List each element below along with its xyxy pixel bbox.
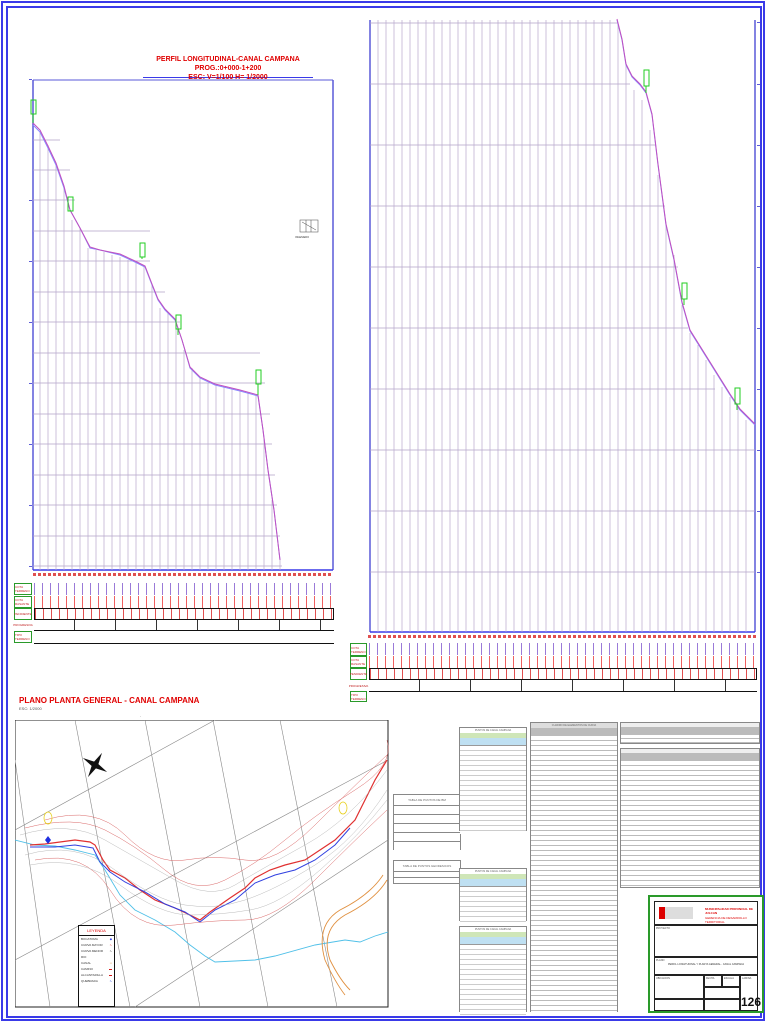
bm-points-table: TABLA DE PUNTOS DE BM <box>393 794 461 850</box>
curva-menor-icon: ∿ <box>109 949 112 953</box>
geodesic-table-title: TABLA DE PUNTOS GEODESICOS <box>394 861 460 872</box>
band-pendiente <box>34 608 334 620</box>
bm-table-title: TABLA DE PUNTOS DE BM <box>394 795 460 806</box>
legend-item-bocatoma: BOCATOMA ◆ <box>81 937 112 941</box>
band-cota-rasante <box>34 596 334 608</box>
band-2-progresiva <box>369 680 757 692</box>
band-2-cota-terreno <box>369 643 757 655</box>
title-block-location: UBICACION <box>654 975 704 999</box>
profile-2-stations-row <box>368 635 756 638</box>
canal-points-table-3: PUNTOS DE CANAL CAMPANA <box>459 926 527 1015</box>
plan-title: PLANO PLANTA GENERAL - CANAL CAMPANA <box>19 696 200 705</box>
canal-points-title-2: PUNTOS DE CANAL CAMPANA <box>474 870 512 873</box>
bocatoma-icon: ◆ <box>109 937 112 941</box>
legend-item-canal: CANAL ═ <box>81 961 112 965</box>
title-block: MUNICIPALIDAD PROVINCIAL DE JULCAN GEREN… <box>648 895 764 1013</box>
band-2-cota-rasante <box>369 656 757 668</box>
title-block-signature-right <box>704 999 740 1011</box>
ministry-logo <box>659 907 693 919</box>
canal-points-title-3: PUNTOS DE CANAL CAMPANA <box>474 928 512 931</box>
quebrada-icon: ∿ <box>109 979 112 983</box>
plan-scale: ESC: 1/2000 <box>19 706 42 711</box>
title-block-header: MUNICIPALIDAD PROVINCIAL DE JULCAN GEREN… <box>654 901 758 925</box>
summary-table-1 <box>620 722 760 744</box>
engineer-stamp-text: INGENIERO <box>295 236 309 239</box>
title-block-plan: PLANO PERFIL LONGITUDINAL Y PLANTA GENER… <box>654 957 758 975</box>
title-block-scale: ESCALA <box>722 975 740 987</box>
band-tipo-terreno <box>34 631 334 644</box>
legend-item-alcantarilla: ALCANTARILLA ▬ <box>81 973 112 977</box>
title-block-misc-1 <box>704 987 740 999</box>
band-label-tipo-terreno: TIPO TERRENO <box>14 631 32 643</box>
band-2-tipo-terreno <box>369 691 757 702</box>
plan-map: Northing <box>15 720 389 1008</box>
legend-item-rio: RIO <box>81 955 87 959</box>
alcantarilla-icon: ▬ <box>109 973 112 977</box>
legend-item-camino: CAMINO ▬ <box>81 967 112 971</box>
band-2-label-cota-rasante: COTA RASANTE <box>350 656 367 668</box>
profile-2-chart <box>369 18 760 633</box>
profile-1-chart: INGENIERO <box>29 79 334 571</box>
band-2-label-pendiente: PENDIENTE <box>350 668 367 680</box>
title-block-project: PROYECTO <box>654 925 758 957</box>
summary-table-2 <box>620 748 760 888</box>
title-block-date: FECHA <box>704 975 722 987</box>
profile-1-stations-row <box>33 573 333 576</box>
department-name: GERENCIA DE DESARROLLO TERRITORIAL <box>705 916 747 924</box>
geodesic-points-table: TABLA DE PUNTOS GEODESICOS <box>393 860 461 884</box>
band-label-cota-rasante: COTA RASANTE <box>14 596 32 608</box>
band-2-label-progresiva: PROGRESIVA <box>349 680 368 691</box>
curve-elements-table: CUADRO DE ELEMENTOS DE CURVA <box>530 722 618 1014</box>
canal-icon: ═ <box>109 961 112 965</box>
profile-1-title-block: PERFIL LONGITUDINAL-CANAL CAMPANA PROG.:… <box>143 55 313 81</box>
plan-legend: LEYENDA BOCATOMA ◆ CURVA MAYOR ∿ CURVA MEN… <box>78 925 115 1007</box>
band-2-label-cota-terreno: COTA TERRENO <box>350 643 367 656</box>
canal-points-table-1: PUNTOS DE CANAL CAMPANA <box>459 727 527 834</box>
title-block-sheet: LAMINA 126 <box>740 975 762 1011</box>
band-label-pendiente: PENDIENTE <box>14 608 32 620</box>
profile-1-title: PERFIL LONGITUDINAL-CANAL CAMPANA PROG.:… <box>156 56 300 72</box>
legend-item-curva-mayor: CURVA MAYOR ∿ <box>81 943 112 947</box>
plan-name: PERFIL LONGITUDINAL Y PLANTA GENERAL - C… <box>668 963 744 966</box>
title-block-signature-left <box>654 999 704 1011</box>
band-2-pendiente <box>369 668 757 680</box>
curva-mayor-icon: ∿ <box>109 943 112 947</box>
band-progresiva <box>34 620 334 631</box>
sheet-inner-frame <box>6 6 762 1018</box>
canal-points-table-2: PUNTOS DE CANAL CAMPANA <box>459 868 527 924</box>
band-label-progresiva: PROGRESIVA <box>13 620 33 630</box>
sheet-number: 126 <box>741 995 762 1009</box>
legend-item-curva-menor: CURVA MENOR ∿ <box>81 949 112 953</box>
band-label-cota-terreno: COTA TERRENO <box>14 583 32 595</box>
legend-item-quebrada: QUEBRADA ∿ <box>81 979 112 983</box>
canal-points-title-1: PUNTOS DE CANAL CAMPANA <box>474 729 512 732</box>
institution-name: MUNICIPALIDAD PROVINCIAL DE JULCAN <box>705 907 754 915</box>
band-cota-terreno <box>34 583 334 595</box>
camino-icon: ▬ <box>109 967 112 971</box>
legend-title: LEYENDA <box>79 926 114 936</box>
plan-coord-label-top-1: · <box>140 714 142 719</box>
curve-table-title: CUADRO DE ELEMENTOS DE CURVA <box>531 723 617 728</box>
profile-1-scale: ESC: V=1/100 H= 1/2000 <box>188 74 268 81</box>
band-2-label-tipo-terreno: TIPO TERRENO <box>350 691 367 702</box>
